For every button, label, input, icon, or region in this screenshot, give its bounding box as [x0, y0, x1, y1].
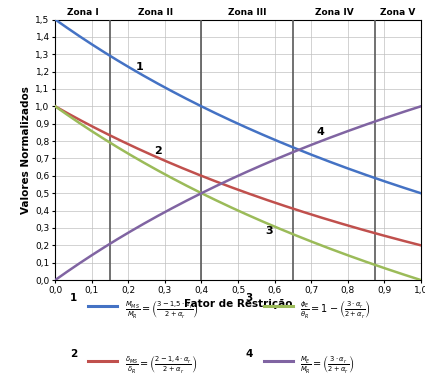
Text: $\frac{M_E}{M_R}=\left(\frac{3\cdot\alpha_r}{2+\alpha_r}\right)$: $\frac{M_E}{M_R}=\left(\frac{3\cdot\alph… [300, 353, 354, 375]
Text: 3: 3 [245, 293, 252, 303]
Text: 4: 4 [317, 127, 324, 137]
Y-axis label: Valores Normalizados: Valores Normalizados [21, 86, 31, 214]
Text: Zona IV: Zona IV [314, 8, 353, 17]
Text: $\frac{\delta_{MS}}{\delta_R}=\left(\frac{2-1{,}4\cdot\alpha_r}{2+\alpha_r}\righ: $\frac{\delta_{MS}}{\delta_R}=\left(\fra… [125, 353, 197, 375]
Text: Zona II: Zona II [138, 8, 173, 17]
Text: Zona V: Zona V [380, 8, 416, 17]
Text: 1: 1 [136, 62, 143, 72]
Text: 2: 2 [154, 146, 162, 156]
X-axis label: Fator de Restrição: Fator de Restrição [184, 299, 292, 309]
Text: 1: 1 [70, 293, 77, 303]
Text: 3: 3 [265, 226, 273, 236]
Text: Zona I: Zona I [67, 8, 99, 17]
Text: Zona III: Zona III [228, 8, 266, 17]
Text: $\frac{\phi_E}{\theta_R}=1-\left(\frac{3\cdot\alpha_r}{2+\alpha_r}\right)$: $\frac{\phi_E}{\theta_R}=1-\left(\frac{3… [300, 298, 371, 320]
Text: $\frac{M_{MS}}{M_R}=\left(\frac{3-1{,}5\cdot\alpha_r}{2+\alpha_r}\right)$: $\frac{M_{MS}}{M_R}=\left(\frac{3-1{,}5\… [125, 298, 198, 320]
Text: 2: 2 [70, 349, 77, 358]
Text: 4: 4 [245, 349, 252, 358]
